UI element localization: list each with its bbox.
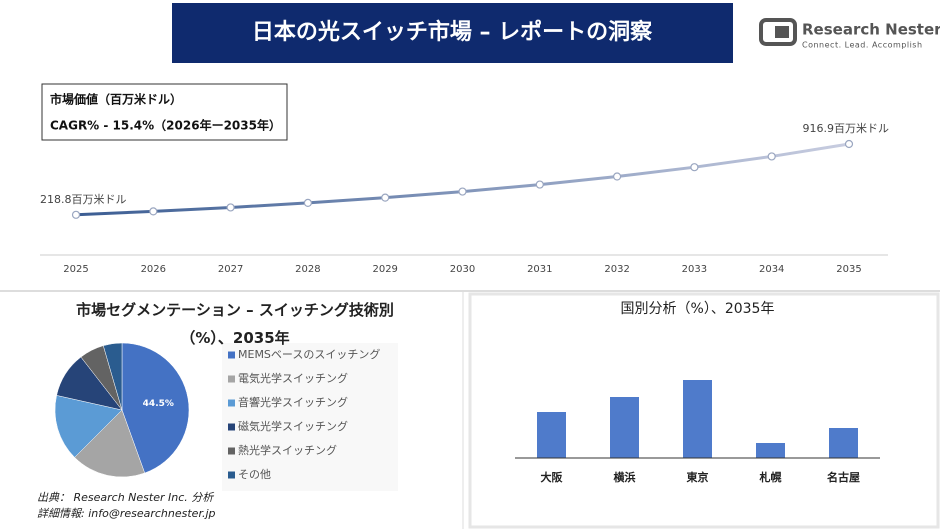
x-tick-label: 2035 xyxy=(836,264,861,275)
contact-note: 詳細情報: info@researchnester.jp xyxy=(37,507,216,520)
point xyxy=(690,163,699,172)
legend-swatch xyxy=(228,375,235,383)
pie-title: 市場セグメンテーション – スイッチング技術別（%）、2035年 xyxy=(76,301,394,347)
bar xyxy=(537,412,566,458)
point xyxy=(844,139,854,149)
point xyxy=(303,198,312,207)
info-line: CAGR% - 15.4%（2026年ー2035年） xyxy=(50,118,281,133)
x-tick-label: 2029 xyxy=(372,264,397,275)
x-tick-label: 東京 xyxy=(687,470,709,484)
data-label: 44.5% xyxy=(143,399,174,409)
x-tick-label: 2031 xyxy=(527,264,552,275)
legend-swatch xyxy=(228,471,235,479)
logo-icon xyxy=(759,18,797,46)
legend-box xyxy=(222,343,398,491)
legend-label: 熱光学スイッチング xyxy=(238,443,337,457)
point xyxy=(767,152,776,161)
x-tick-label: 札幌 xyxy=(759,470,782,484)
chart-title: 国別分析（%）、2035年 xyxy=(621,301,775,317)
pie-slice xyxy=(102,342,123,411)
point xyxy=(458,187,467,196)
pie-slice xyxy=(74,409,146,478)
legend-swatch xyxy=(228,351,235,359)
bar xyxy=(829,428,858,458)
bar xyxy=(683,380,712,458)
x-tick-label: 2028 xyxy=(295,264,320,275)
point xyxy=(535,180,544,189)
x-tick-label: 2034 xyxy=(759,264,784,275)
legend-swatch xyxy=(228,399,235,407)
line xyxy=(75,142,850,217)
info-box xyxy=(41,83,288,141)
point xyxy=(71,210,81,219)
x-tick-label: 2027 xyxy=(218,264,243,275)
data-label: 218.8百万米ドル xyxy=(40,193,127,206)
legend-label: 電気光学スイッチング xyxy=(238,371,348,385)
source-note: 出典： Research Nester Inc. 分析 xyxy=(37,491,215,504)
legend-label: 音響光学スイッチング xyxy=(238,395,348,409)
pie-slice xyxy=(121,342,190,474)
legend-label: その他 xyxy=(238,468,271,481)
legend-label: 磁気光学スイッチング xyxy=(238,419,348,433)
legend-label: MEMSベースのスイッチング xyxy=(238,347,380,361)
pie-slice xyxy=(54,395,123,458)
logo-name: Research Nester xyxy=(802,21,940,39)
legend-swatch xyxy=(228,447,235,455)
x-tick-label: 2033 xyxy=(682,264,707,275)
point xyxy=(381,193,390,202)
info-line: 市場価値（百万米ドル） xyxy=(50,92,182,107)
title-banner xyxy=(172,3,733,63)
bar xyxy=(756,443,785,458)
x-tick-label: 2030 xyxy=(450,264,475,275)
logo-tagline: Connect. Lead. Accomplish xyxy=(802,41,923,50)
point xyxy=(149,207,158,216)
x-tick-label: 2025 xyxy=(63,264,88,275)
x-tick-label: 2026 xyxy=(141,264,166,275)
x-tick-label: 名古屋 xyxy=(827,470,860,484)
bar xyxy=(610,397,639,458)
x-tick-label: 大阪 xyxy=(541,470,564,484)
legend-swatch xyxy=(228,423,235,431)
point xyxy=(612,172,622,181)
x-tick-label: 横浜 xyxy=(614,470,636,484)
data-label: 916.9百万米ドル xyxy=(803,122,890,135)
point xyxy=(226,203,235,212)
x-tick-label: 2032 xyxy=(604,264,629,275)
page-title: 日本の光スイッチ市場 – レポートの洞察 xyxy=(252,19,653,45)
